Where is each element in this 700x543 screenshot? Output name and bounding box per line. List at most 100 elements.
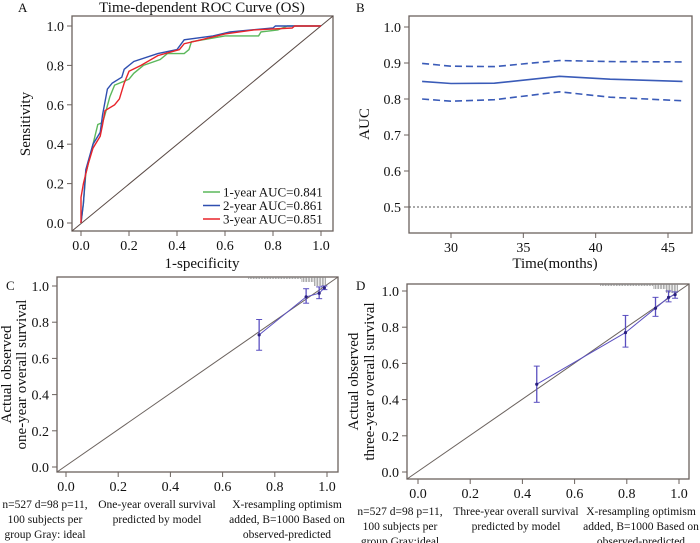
footnote-text: 100 subjects per <box>8 514 83 526</box>
footnote-text: n=527 d=98 p=11, <box>357 506 442 518</box>
calibration-point <box>257 333 261 337</box>
footnote-text: 100 subjects per <box>363 521 438 533</box>
x-axis-label: 1-specificity <box>165 256 240 272</box>
calibration-point <box>653 306 658 310</box>
plot-frame-C <box>56 276 339 473</box>
y-axis-label: three-year overall survival <box>362 302 378 460</box>
legend-entry: 2-year AUC=0.861 <box>223 198 323 213</box>
footnote-text: predicted by model <box>113 514 202 526</box>
y-axis-label: AUC <box>357 108 373 140</box>
upper-ci-line <box>422 59 683 68</box>
x-tick-label: 0.0 <box>409 487 427 502</box>
calibration-point <box>535 382 539 386</box>
footnote-text: observed-predicted <box>243 529 331 541</box>
auc-line <box>422 75 683 85</box>
x-tick-label: 1.0 <box>670 487 688 502</box>
roc-curve-3 <box>80 25 321 223</box>
footnote-text: predicted by model <box>472 521 561 533</box>
y-tick-label: 0.4 <box>382 394 400 409</box>
y-axis-label: one-year overall survival <box>14 300 30 450</box>
panel-label-C: C <box>6 278 15 293</box>
y-tick-label: 0.4 <box>47 138 65 153</box>
y-tick-label: 0.2 <box>32 425 50 440</box>
footnote-text: added, B=1000 Based on <box>229 514 345 526</box>
y-tick-label: 1.0 <box>384 21 402 36</box>
footnote-text: group Gray:ideal <box>361 536 439 543</box>
calibration-point <box>666 295 671 299</box>
roc-curve-2 <box>80 25 321 224</box>
y-tick-label: 1.0 <box>47 20 65 35</box>
calibration-point <box>304 295 308 299</box>
footnote-text: observed-predicted <box>597 536 685 543</box>
legend-entry: 3-year AUC=0.851 <box>223 212 323 227</box>
x-tick-label: 0.4 <box>162 480 180 495</box>
y-tick-label: 0.2 <box>382 430 400 445</box>
y-tick-label: 0.0 <box>47 217 65 232</box>
y-tick-label: 0.4 <box>32 389 50 404</box>
y-tick-label: 1.0 <box>382 285 400 300</box>
y-tick-label: 1.0 <box>32 280 50 295</box>
y-axis-label: Actual observed <box>346 332 362 430</box>
x-tick-label: 0.6 <box>216 239 234 254</box>
y-tick-label: 0.8 <box>47 59 65 74</box>
chart-title: Time-dependent ROC Curve (OS) <box>99 0 305 16</box>
calibration-point <box>322 286 326 290</box>
ideal-line <box>56 276 339 473</box>
calibration-point <box>317 291 321 295</box>
y-tick-label: 0.0 <box>32 461 50 476</box>
calibration-line <box>258 287 325 336</box>
calibration-point <box>673 293 677 297</box>
plot-frame-A <box>71 15 334 232</box>
x-tick-label: 0.4 <box>168 239 186 254</box>
footnote-text: X-resampling optimism <box>232 499 342 511</box>
y-tick-label: 0.9 <box>384 57 402 72</box>
ideal-line <box>406 283 690 480</box>
roc-curve-1 <box>80 25 321 224</box>
y-tick-label: 0.8 <box>32 316 50 331</box>
x-tick-label: 0.8 <box>264 239 282 254</box>
footnote-text: n=527 d=98 p=11, <box>2 499 87 511</box>
x-tick-label: 1.0 <box>318 480 336 495</box>
y-tick-label: 0.5 <box>384 201 402 216</box>
y-tick-label: 0.8 <box>382 321 400 336</box>
x-axis-label: Time(months) <box>512 256 597 272</box>
x-tick-label: 0.8 <box>618 487 636 502</box>
calibration-point <box>623 331 628 335</box>
footnote-text: X-resampling optimism <box>586 506 696 518</box>
x-tick-label: 0.0 <box>57 480 75 495</box>
x-tick-label: 0.2 <box>109 480 127 495</box>
x-tick-label: 1.0 <box>312 239 330 254</box>
y-axis-label: Actual observed <box>0 325 15 423</box>
y-tick-label: 0.6 <box>47 99 65 114</box>
y-tick-label: 0.2 <box>47 178 65 193</box>
y-tick-label: 0.6 <box>382 357 400 372</box>
y-tick-label: 0.7 <box>384 129 402 144</box>
lower-ci-line <box>422 90 683 103</box>
diagonal-reference-line <box>71 15 334 232</box>
x-tick-label: 40 <box>589 241 603 256</box>
y-tick-label: 0.6 <box>32 352 50 367</box>
x-tick-label: 35 <box>516 241 530 256</box>
plot-frame-D <box>406 283 690 480</box>
x-tick-label: 0.0 <box>72 239 90 254</box>
x-tick-label: 0.4 <box>514 487 532 502</box>
y-tick-label: 0.6 <box>384 165 402 180</box>
legend-entry: 1-year AUC=0.841 <box>223 185 323 200</box>
panel-label-B: B <box>356 0 365 15</box>
plot-frame-B <box>408 15 693 234</box>
y-tick-label: 0.8 <box>384 93 402 108</box>
footnote-text: added, B=1000 Based on <box>583 521 699 533</box>
footnote-text: group Gray: ideal <box>4 529 85 541</box>
x-tick-label: 0.8 <box>266 480 284 495</box>
y-axis-label: Sensitivity <box>18 91 34 156</box>
x-tick-label: 30 <box>444 241 458 256</box>
panel-label-D: D <box>356 278 365 293</box>
x-tick-label: 0.2 <box>461 487 479 502</box>
y-tick-label: 0.0 <box>382 466 400 481</box>
panel-label-A: A <box>18 0 28 15</box>
x-tick-label: 0.6 <box>566 487 584 502</box>
x-tick-label: 0.6 <box>214 480 232 495</box>
x-tick-label: 0.2 <box>120 239 138 254</box>
